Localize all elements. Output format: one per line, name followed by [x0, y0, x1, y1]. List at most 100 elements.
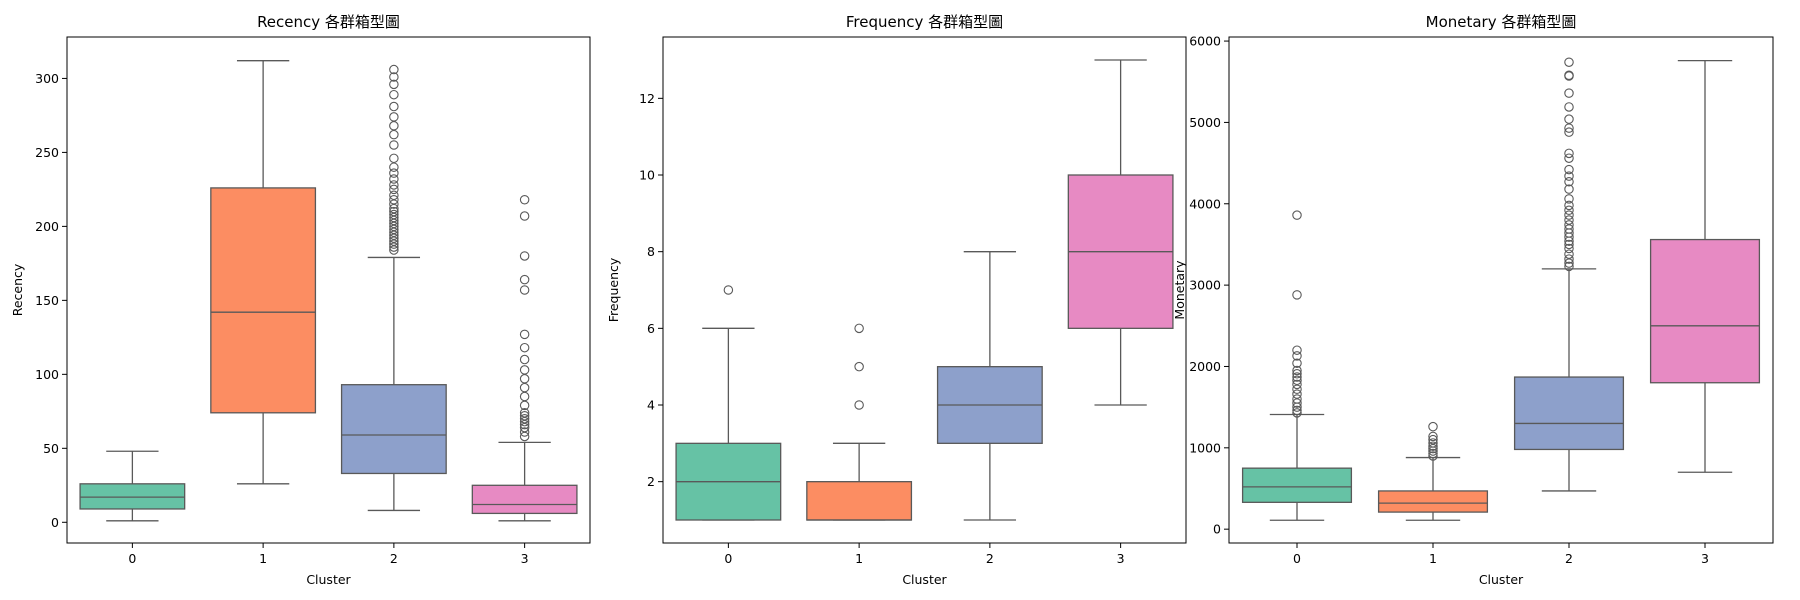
- outlier-point: [1564, 164, 1574, 175]
- x-tick-label: 3: [1117, 551, 1125, 566]
- outlier-point: [1564, 70, 1574, 80]
- outlier-point: [519, 194, 530, 205]
- outlier-point: [1564, 205, 1574, 216]
- outlier-point: [519, 251, 530, 261]
- box-cluster-2: [340, 64, 447, 512]
- box-cluster-1: [210, 60, 317, 485]
- outlier-point: [1564, 184, 1574, 194]
- outlier-point: [1292, 345, 1302, 355]
- outlier-point: [1564, 215, 1574, 225]
- outlier-point: [519, 408, 530, 418]
- outlier-point: [1292, 375, 1302, 386]
- box-cluster-3: [471, 194, 578, 522]
- outlier-point: [1564, 148, 1574, 159]
- outlier-point: [389, 180, 399, 190]
- box-cluster-0: [79, 450, 186, 522]
- outlier-point: [519, 427, 530, 437]
- y-tick-label: 0: [51, 515, 59, 530]
- outlier-point: [1428, 434, 1438, 445]
- outlier-point: [1428, 448, 1438, 459]
- outlier-point: [389, 190, 399, 201]
- outlier-point: [519, 354, 530, 365]
- box-iqr: [210, 187, 317, 414]
- y-tick-label: 6: [647, 321, 655, 336]
- plot-frame: [66, 36, 591, 544]
- y-tick-label: 200: [35, 219, 59, 234]
- x-tick-label: 2: [986, 551, 994, 566]
- outlier-point: [389, 174, 399, 184]
- outlier-point: [1564, 127, 1574, 137]
- y-tick-label: 10: [639, 168, 655, 183]
- outlier-point: [1428, 451, 1438, 461]
- outlier-point: [1564, 243, 1574, 254]
- outlier-point: [1564, 171, 1574, 181]
- outlier-point: [1292, 290, 1302, 300]
- y-tick-label: 12: [639, 91, 655, 106]
- box-iqr: [1649, 238, 1761, 384]
- outlier-point: [519, 342, 530, 353]
- y-tick-label: 100: [35, 367, 59, 382]
- y-tick-label: 0: [1213, 522, 1221, 537]
- outlier-point: [1292, 389, 1302, 399]
- outlier-point: [1564, 57, 1574, 67]
- outlier-point: [1292, 210, 1302, 220]
- outlier-point: [389, 129, 399, 140]
- outlier-point: [389, 184, 399, 195]
- outlier-point: [854, 400, 864, 410]
- y-axis-label: Frequency: [606, 257, 621, 322]
- outlier-point: [389, 153, 399, 164]
- x-tick-label: 3: [1701, 551, 1709, 566]
- x-tick-label: 0: [128, 551, 136, 566]
- outlier-point: [1564, 88, 1574, 98]
- y-tick-label: 300: [35, 71, 59, 86]
- outlier-point: [1428, 431, 1438, 442]
- chart-title: Frequency 各群箱型圖: [846, 13, 1003, 31]
- outlier-point: [519, 413, 530, 424]
- outlier-point: [1564, 249, 1574, 259]
- outlier-point: [1564, 254, 1574, 264]
- outlier-point: [1564, 261, 1574, 272]
- outlier-point: [389, 162, 399, 172]
- x-tick-label: 3: [521, 551, 529, 566]
- outlier-point: [1564, 194, 1574, 204]
- x-axis-label: Cluster: [902, 572, 947, 587]
- outlier-point: [519, 274, 530, 285]
- x-tick-label: 0: [724, 551, 732, 566]
- outlier-point: [519, 382, 530, 393]
- box-cluster-2: [1513, 57, 1625, 492]
- outlier-point: [1564, 102, 1574, 112]
- y-axis-label: Monetary: [1172, 260, 1187, 320]
- x-tick-label: 2: [390, 551, 398, 566]
- outlier-point: [1428, 421, 1438, 432]
- outlier-point: [1292, 365, 1302, 376]
- outlier-point: [854, 361, 864, 372]
- y-tick-label: 5000: [1189, 115, 1221, 130]
- x-tick-label: 1: [259, 551, 267, 566]
- outlier-point: [389, 194, 399, 205]
- outlier-point: [519, 285, 530, 295]
- box-iqr: [1513, 376, 1625, 451]
- y-tick-label: 3000: [1189, 278, 1221, 293]
- x-tick-label: 1: [855, 551, 863, 566]
- box-cluster-1: [806, 323, 913, 521]
- box-iqr: [1241, 467, 1353, 503]
- box-iqr: [340, 384, 447, 475]
- outlier-point: [519, 365, 530, 375]
- box-cluster-2: [936, 251, 1043, 521]
- outlier-point: [1292, 405, 1302, 416]
- outlier-point: [519, 374, 530, 384]
- outlier-point: [723, 285, 734, 295]
- outlier-point: [1564, 153, 1574, 163]
- outlier-point: [1564, 200, 1574, 211]
- outlier-point: [389, 121, 399, 131]
- outlier-point: [389, 72, 399, 82]
- y-tick-label: 150: [35, 293, 59, 308]
- outlier-point: [1292, 379, 1302, 390]
- outlier-point: [1292, 358, 1302, 368]
- outlier-point: [389, 206, 399, 217]
- y-tick-label: 6000: [1189, 34, 1221, 49]
- box-cluster-0: [675, 285, 782, 521]
- x-tick-label: 2: [1565, 551, 1573, 566]
- y-tick-label: 250: [35, 145, 59, 160]
- y-tick-label: 4: [647, 398, 655, 413]
